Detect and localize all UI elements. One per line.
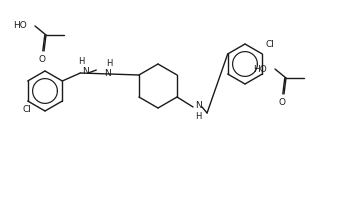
Text: N: N (104, 69, 111, 78)
Text: Cl: Cl (22, 105, 31, 114)
Text: H: H (78, 57, 84, 66)
Text: O: O (38, 55, 46, 64)
Text: Cl: Cl (265, 40, 274, 49)
Text: HO: HO (13, 21, 27, 30)
Text: H: H (195, 112, 201, 121)
Text: N: N (82, 67, 89, 76)
Text: N: N (195, 101, 201, 109)
Text: HO: HO (253, 65, 267, 74)
Text: H: H (106, 59, 113, 68)
Text: O: O (278, 98, 286, 107)
